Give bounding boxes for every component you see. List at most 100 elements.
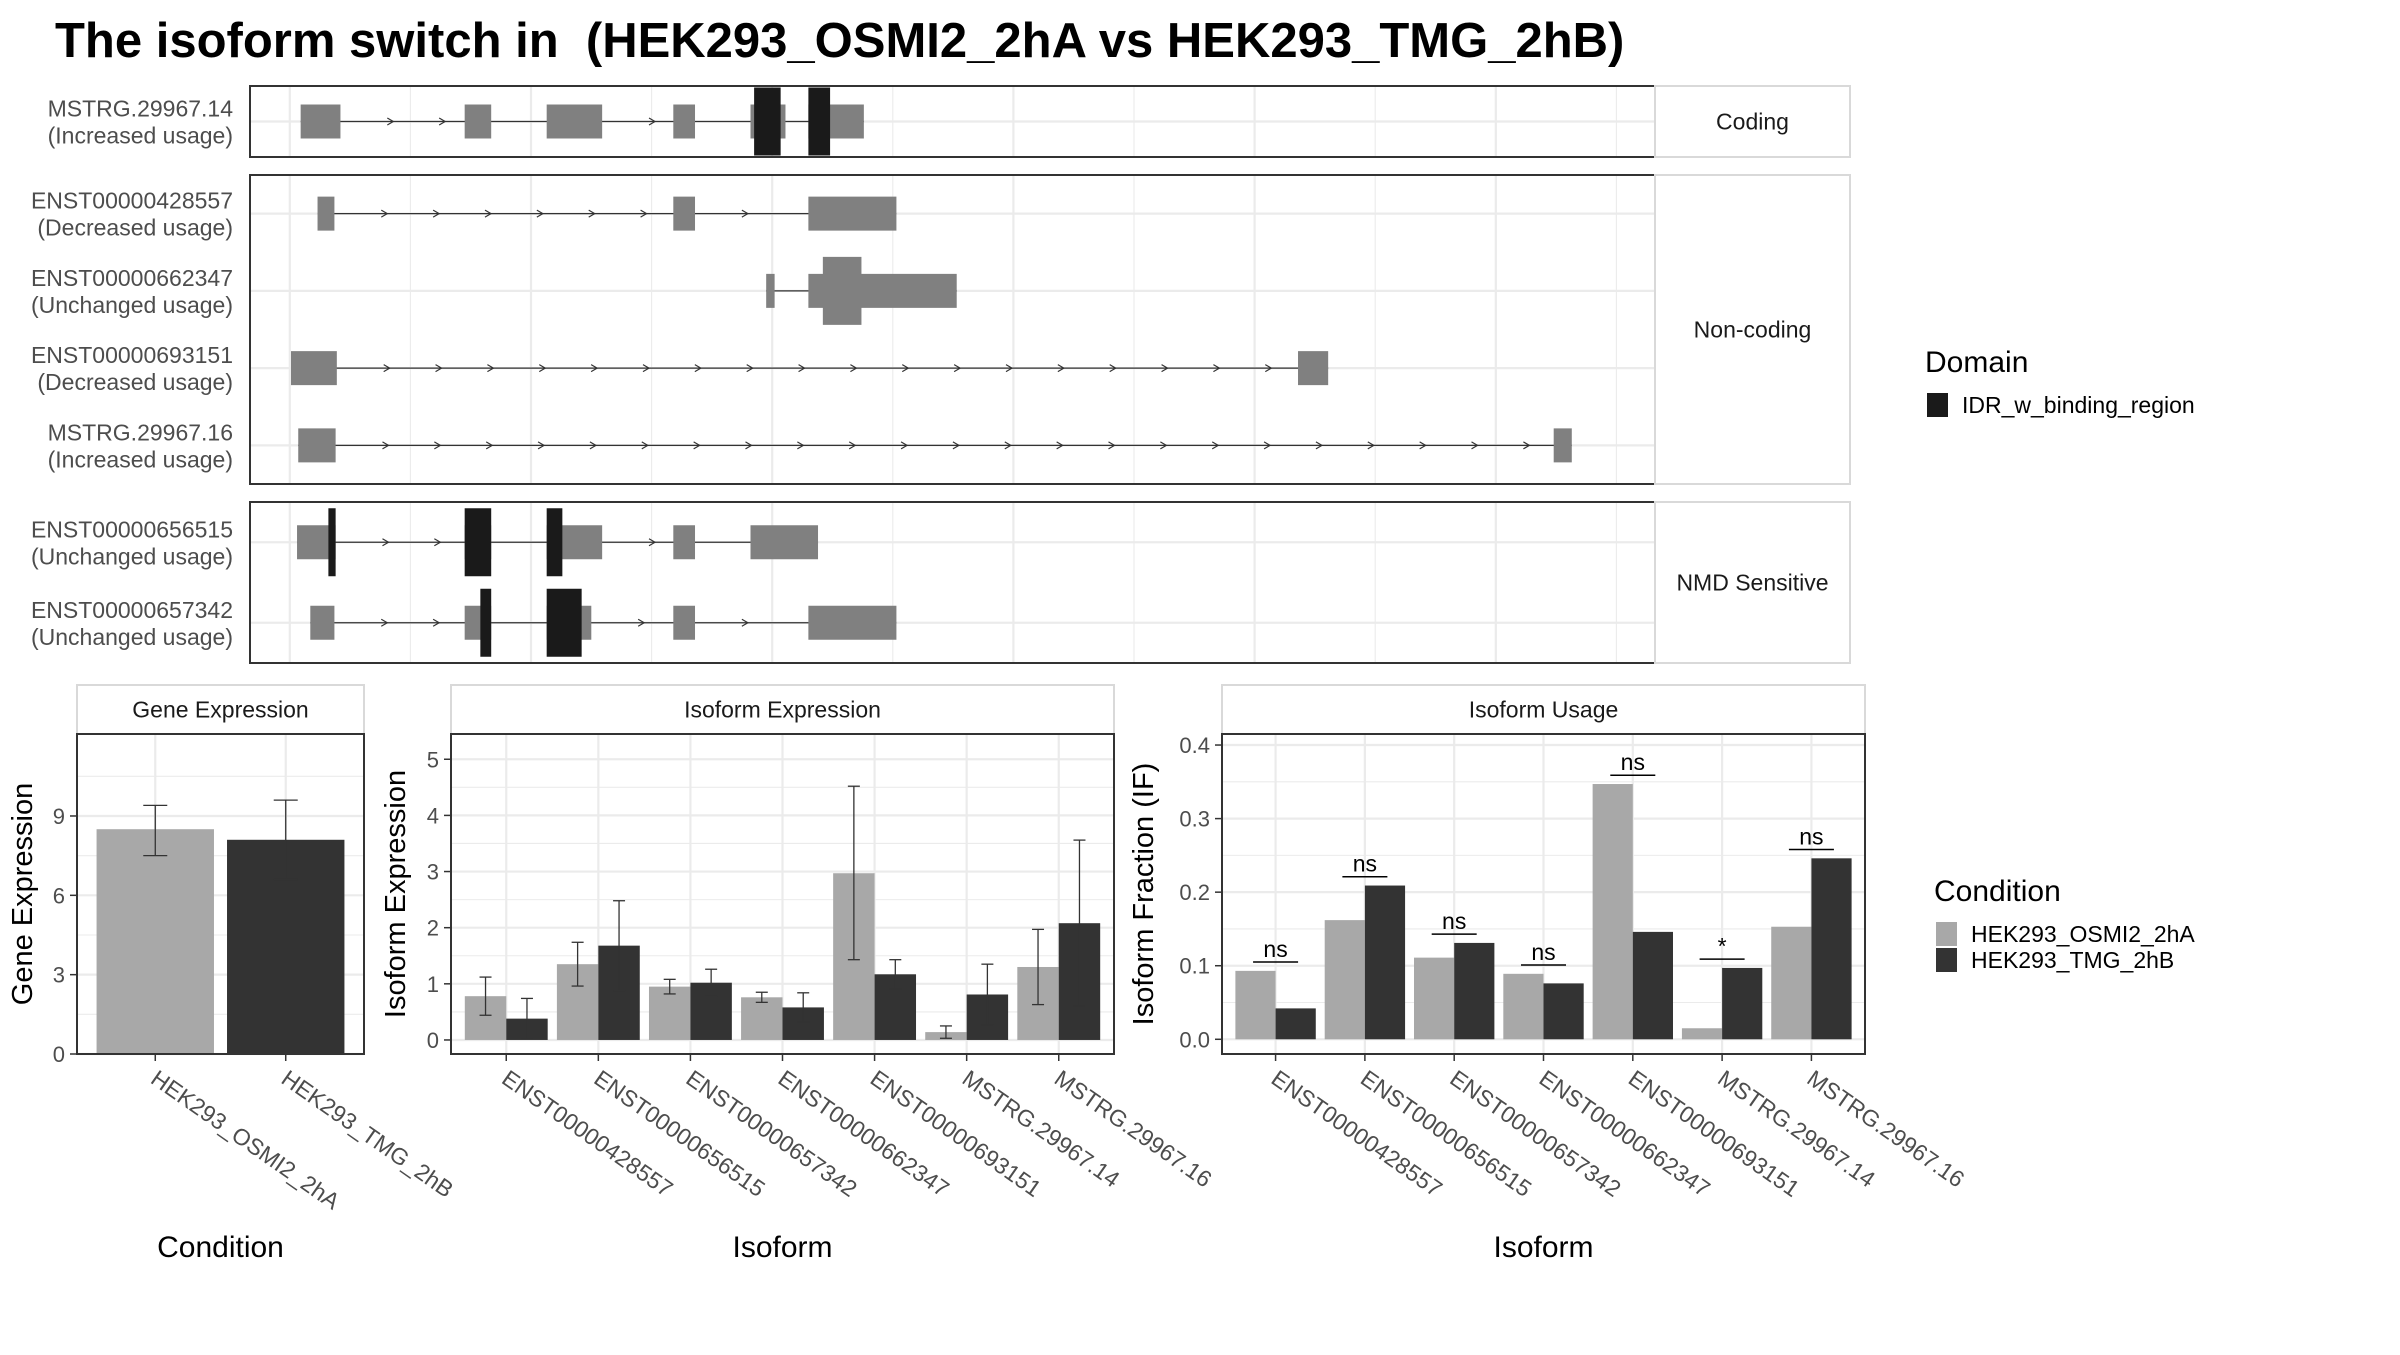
intron-arrow	[1211, 441, 1220, 450]
intron-arrow	[850, 364, 858, 373]
intron-arrow	[382, 441, 390, 450]
exon-coding	[822, 256, 862, 325]
transcript-structure-panel: MSTRG.29967.14(Increased usage) Coding ENS…	[31, 85, 1851, 664]
bar-enst00000657342-hek293-osmi2-2ha	[1414, 957, 1455, 1040]
significance-label: ns	[1442, 908, 1466, 934]
transcript-name-label: ENST00000428557	[31, 188, 233, 214]
isoform-expression-strip	[450, 684, 1115, 735]
intron-arrow	[1213, 364, 1221, 373]
bar-enst00000656515-hek293-osmi2-2ha	[1324, 920, 1365, 1040]
transcript-name-label: ENST00000657342	[31, 597, 233, 623]
intron-arrow	[432, 209, 441, 218]
intron-arrow	[1004, 441, 1012, 450]
isoform-expression-y-axis-title: Isoform Expression	[380, 770, 412, 1018]
facet-strip	[1654, 174, 1851, 485]
condition-legend-key	[1936, 922, 1957, 946]
isoform-usage-y-axis-title: Isoform Fraction (IF)	[1128, 763, 1160, 1026]
intron-arrow	[648, 538, 657, 547]
transcript-usage-label: (Increased usage)	[48, 123, 233, 149]
transcript-name-label: MSTRG.29967.14	[48, 96, 234, 122]
facet-strip-label-coding: Coding	[1716, 109, 1789, 135]
significance-label: ns	[1531, 939, 1555, 965]
bar-enst00000693151-hek293-osmi2-2ha	[1592, 784, 1633, 1040]
intron-arrow	[741, 618, 750, 627]
intron-arrow	[1419, 441, 1427, 450]
domain-legend: Domain IDR_w_binding_region	[1925, 346, 2195, 418]
bar-hek293-osmi2-2ha-hek293-osmi2-2ha	[96, 829, 214, 1054]
structure-group-nmd-sensitive: ENST00000656515(Unchanged usage)ENST0000…	[31, 501, 1851, 664]
intron-arrow	[383, 364, 391, 373]
facet-strip-label-non-coding: Non-coding	[1694, 317, 1812, 343]
exon	[673, 525, 696, 560]
intron-arrow	[380, 209, 389, 218]
structure-group-coding: MSTRG.29967.14(Increased usage) Coding	[48, 85, 1851, 158]
gene-expression-panel-title: Gene Expression	[132, 697, 308, 723]
gene-expression-x-axis-title: Condition	[157, 1231, 284, 1264]
intron-arrow	[590, 364, 599, 373]
exon	[673, 605, 696, 640]
intron-arrow	[387, 117, 395, 126]
y-tick-label: 0.4	[1179, 733, 1210, 758]
intron-arrow	[435, 364, 443, 373]
intron-arrow	[434, 441, 442, 450]
y-tick-label: 3	[53, 963, 65, 988]
intron-arrow	[487, 364, 495, 373]
y-tick-label: 0.3	[1179, 807, 1210, 832]
bar-enst00000662347-hek293-tmg-2hb	[1543, 983, 1584, 1040]
y-tick-label: 2	[427, 916, 439, 941]
intron-arrow	[900, 441, 909, 450]
intron-arrow	[797, 441, 805, 450]
bar-enst00000657342-hek293-tmg-2hb	[1454, 942, 1495, 1040]
intron-arrow	[538, 364, 547, 373]
facet-strip	[1654, 501, 1851, 664]
gene-expression-strip	[76, 684, 365, 735]
exon	[808, 196, 897, 231]
bar-enst00000428557-hek293-osmi2-2ha	[1235, 970, 1276, 1040]
structure-panel-background	[250, 502, 1655, 663]
domain-idr-w-binding-region	[546, 508, 563, 577]
intron-arrow	[953, 364, 962, 373]
transcript-row-mstrg-29967-16: MSTRG.29967.16(Increased usage)	[48, 419, 1655, 472]
domain-idr-w-binding-region	[754, 87, 781, 156]
intron-arrow	[637, 618, 646, 627]
bar-enst00000657342-hek293-osmi2-2ha	[648, 986, 691, 1040]
intron-arrow	[589, 441, 598, 450]
intron-arrow	[1108, 441, 1116, 450]
transcript-name-label: ENST00000662347	[31, 265, 233, 291]
transcript-name-label: ENST00000693151	[31, 342, 233, 368]
transcript-row-mstrg-29967-14: MSTRG.29967.14(Increased usage)	[48, 87, 1655, 156]
intron-arrow	[745, 441, 753, 450]
intron-arrow	[1160, 441, 1168, 450]
intron-arrow	[952, 441, 961, 450]
intron-arrow	[485, 441, 494, 450]
transcript-row-enst00000657342: ENST00000657342(Unchanged usage)	[31, 588, 1655, 657]
significance-label: ns	[1621, 749, 1645, 775]
isoform-expression-panel-title: Isoform Expression	[684, 697, 881, 723]
intron-arrow	[848, 441, 857, 450]
condition-legend-label: HEK293_OSMI2_2hA	[1971, 921, 2195, 947]
intron-arrow	[798, 364, 806, 373]
exon	[310, 605, 335, 640]
transcript-row-enst00000693151: ENST00000693151(Decreased usage)	[31, 342, 1655, 395]
exon	[300, 104, 341, 139]
gene-expression-panel-border	[76, 733, 365, 1055]
bar-enst00000662347-hek293-osmi2-2ha	[741, 997, 783, 1040]
condition-legend-key	[1936, 948, 1957, 972]
domain-legend-title: Domain	[1925, 346, 2028, 379]
isoform-usage-x-axis-title: Isoform	[1493, 1231, 1593, 1264]
exon	[546, 104, 603, 139]
exon	[750, 525, 819, 560]
domain-idr-w-binding-region	[480, 588, 492, 657]
structure-panel-background	[250, 175, 1655, 484]
transcript-row-enst00000662347: ENST00000662347(Unchanged usage)	[31, 256, 1655, 325]
transcript-usage-label: (Unchanged usage)	[31, 292, 233, 318]
bar-enst00000656515-hek293-tmg-2hb	[1364, 885, 1406, 1040]
y-tick-label: 0.1	[1179, 954, 1210, 979]
intron-arrow	[901, 364, 910, 373]
y-tick-label: 6	[53, 883, 65, 908]
y-tick-label: 9	[53, 804, 65, 829]
transcript-row-enst00000428557: ENST00000428557(Decreased usage)	[31, 188, 1655, 241]
intron-arrow	[536, 209, 545, 218]
